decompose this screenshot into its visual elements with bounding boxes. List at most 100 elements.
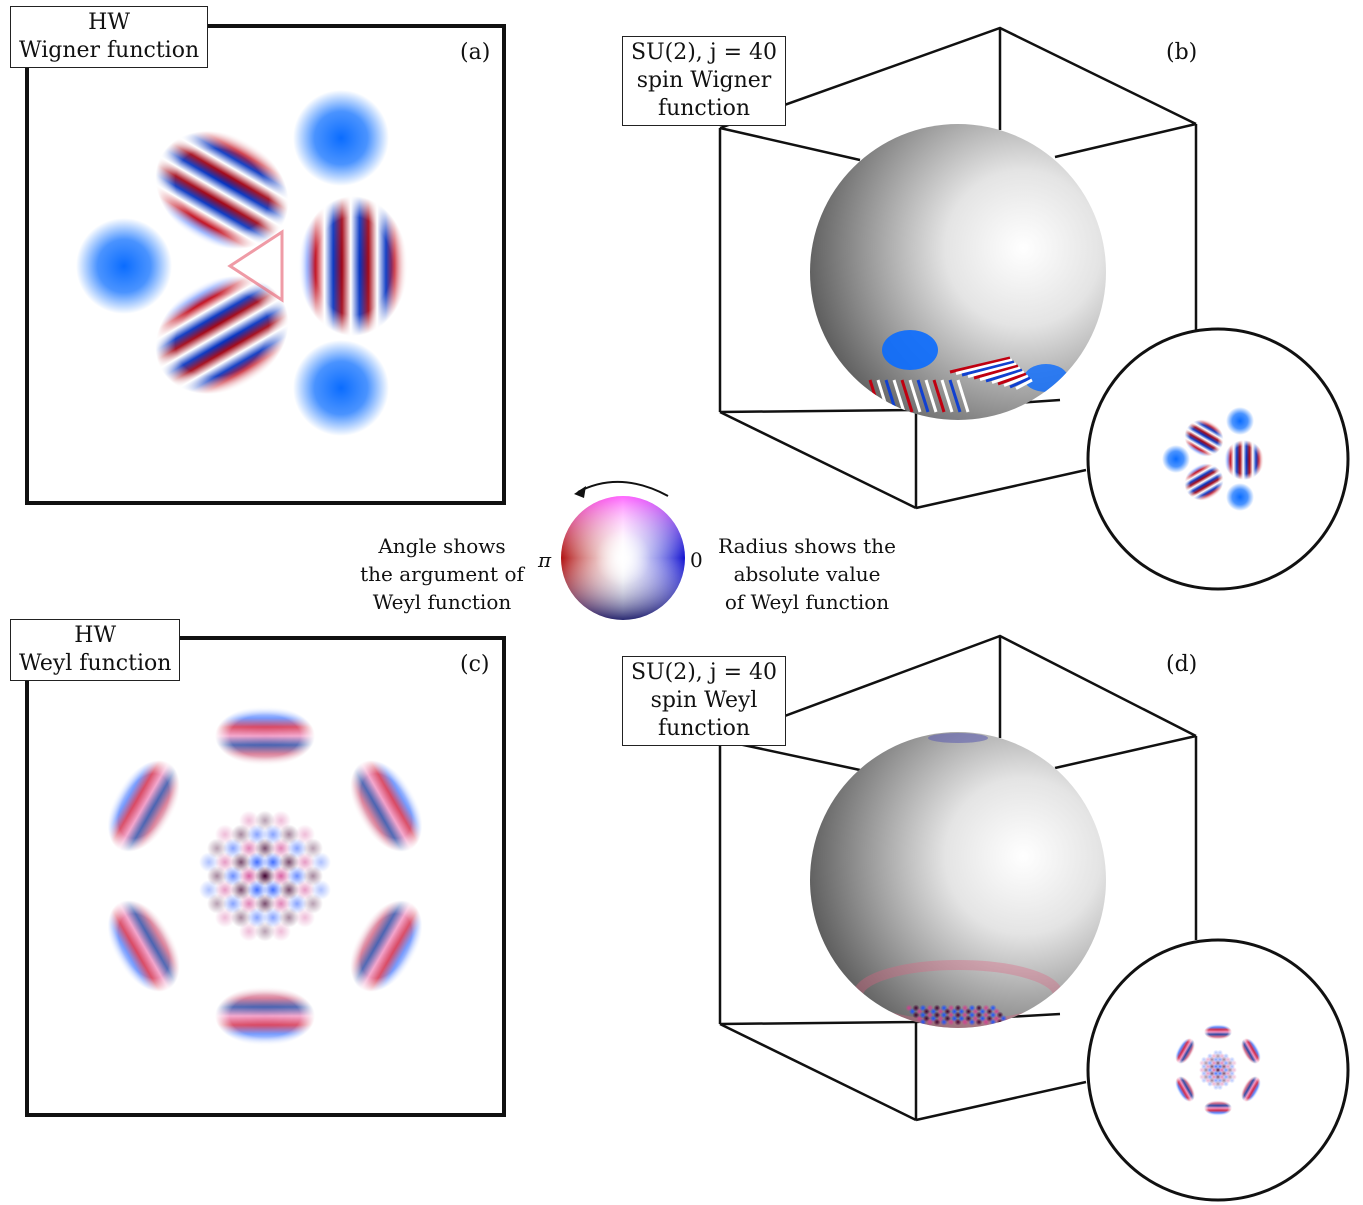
lattice-dot [1229, 1056, 1235, 1063]
lattice-dot [905, 1004, 913, 1012]
lattice-dot [926, 1018, 934, 1026]
lattice-dot [1209, 1070, 1215, 1077]
lattice-dot [972, 1008, 979, 1015]
fringe-stripe [1003, 374, 1029, 387]
lattice-dot [1211, 1060, 1217, 1067]
lattice-dot [968, 1011, 976, 1019]
lattice-dot [1213, 1049, 1219, 1056]
lattice-dot [1229, 1063, 1235, 1070]
lattice-dot [1205, 1070, 1211, 1077]
lattice-dot [1225, 1056, 1231, 1063]
panel-c-tag: (c) [460, 652, 490, 677]
sphere-d [810, 732, 1106, 1028]
lattice-dot [961, 1018, 969, 1026]
fringe-stripe [997, 372, 1027, 386]
lattice-dot [1219, 1060, 1225, 1067]
lattice-dot [982, 1018, 990, 1026]
lattice-dot [1207, 1053, 1213, 1060]
lattice-dot [1223, 1053, 1229, 1060]
lattice-dot [1209, 1063, 1215, 1070]
fringe-stripe [876, 379, 890, 413]
lattice-dot [968, 1004, 976, 1012]
lattice-dot [1207, 1060, 1213, 1067]
lattice-dot [979, 1015, 986, 1022]
lattice-dot [1205, 1056, 1211, 1063]
lattice-dot [989, 1004, 997, 1012]
lattice-dot [944, 1008, 951, 1015]
lattice-dot [1221, 1063, 1227, 1070]
lattice-dot [1199, 1073, 1205, 1080]
lattice-dot [1207, 1080, 1213, 1087]
lattice-dot [958, 1008, 965, 1015]
lattice-dot [944, 1015, 951, 1022]
lattice-dot [1215, 1080, 1221, 1087]
lattice-dot [989, 1018, 997, 1026]
fringe-stripe [940, 379, 954, 413]
panel-a-frame [25, 24, 506, 505]
sphere-d-ring [853, 960, 1063, 1028]
lattice-dot [937, 1015, 944, 1022]
lattice-dot [958, 1015, 965, 1022]
lattice-dot [982, 1004, 990, 1012]
lattice-dot [1227, 1060, 1233, 1067]
lattice-dot [954, 1011, 962, 1019]
lattice-dot [1215, 1060, 1221, 1067]
inset-b-circle [1086, 327, 1350, 591]
lattice-dot [1215, 1067, 1221, 1073]
lattice-dot [919, 1011, 927, 1019]
lattice-dot [1205, 1077, 1211, 1084]
lattice-dot [968, 1018, 976, 1026]
sphere-d-lattice [905, 1004, 1011, 1026]
lattice-dot [1225, 1077, 1231, 1084]
lattice-dot [954, 1018, 962, 1026]
lattice-dot [1219, 1067, 1225, 1073]
panel-a-tag: (a) [460, 40, 491, 65]
lattice-dot [930, 1008, 937, 1015]
lattice-dot [916, 1008, 923, 1015]
lattice-dot [954, 1004, 962, 1012]
lattice-dot [947, 1018, 955, 1026]
lattice-dot [1207, 1067, 1213, 1073]
lattice-dot [1217, 1056, 1223, 1063]
fringe-stripe [892, 379, 906, 413]
lattice-dot [961, 1004, 969, 1012]
lattice-dot [993, 1008, 1000, 1015]
inset-d-fringe [1236, 1072, 1265, 1106]
lattice-dot [1205, 1063, 1211, 1070]
lattice-dot [947, 1004, 955, 1012]
inset-d-fringe [1171, 1072, 1200, 1106]
lattice-dot [937, 1008, 944, 1015]
lattice-dot [940, 1011, 948, 1019]
fringe-stripe [884, 379, 898, 413]
lattice-dot [975, 1004, 983, 1012]
inset-d-fringe [1204, 1100, 1232, 1116]
lattice-dot [1219, 1073, 1225, 1080]
lattice-dot [996, 1018, 1004, 1026]
lattice-dot [919, 1018, 927, 1026]
lattice-dot [986, 1015, 993, 1022]
lattice-dot [965, 1015, 972, 1022]
lattice-dot [933, 1011, 941, 1019]
legend-left-text: Angle shows the argument of Weyl functio… [360, 534, 524, 614]
legend-zero-label: 0 [690, 548, 703, 572]
lattice-dot [1223, 1073, 1229, 1080]
lattice-dot [1231, 1060, 1237, 1067]
lattice-dot [1223, 1080, 1229, 1087]
lattice-dot [1217, 1063, 1223, 1070]
fringe-stripe [948, 379, 962, 413]
lattice-dot [1213, 1077, 1219, 1084]
lattice-dot [961, 1011, 969, 1019]
lattice-dot [1217, 1084, 1223, 1091]
lattice-dot [989, 1011, 997, 1019]
lattice-dot [1221, 1056, 1227, 1063]
lattice-dot [912, 1004, 920, 1012]
fringe-stripe [973, 364, 1019, 380]
legend-right-text: Radius shows the absolute value of Weyl … [718, 534, 896, 614]
cube-d [718, 634, 1198, 1122]
lattice-dot [923, 1008, 930, 1015]
lattice-dot [940, 1018, 948, 1026]
lattice-dot [916, 1015, 923, 1022]
fringe-stripe [961, 360, 1015, 377]
fringe-stripe [908, 379, 922, 413]
lattice-dot [1199, 1060, 1205, 1067]
